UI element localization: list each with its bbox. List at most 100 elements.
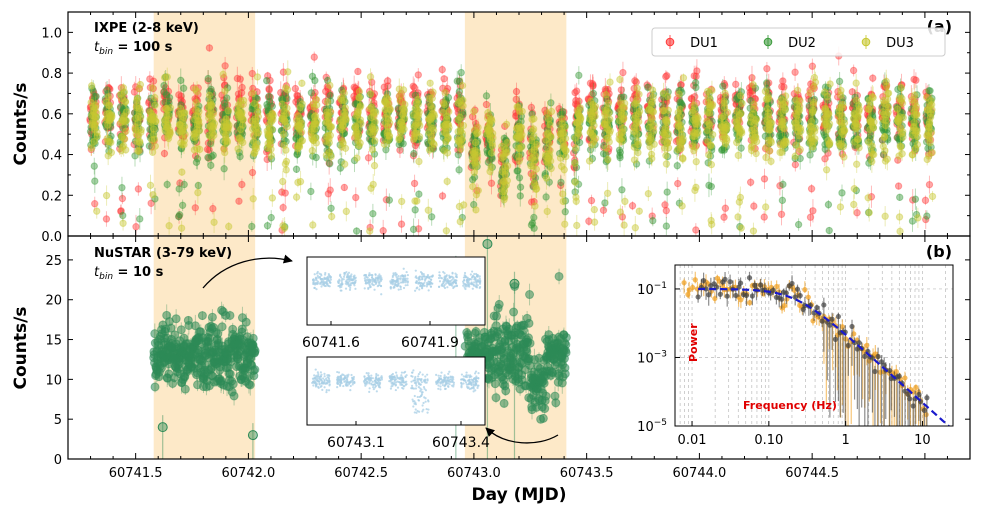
ixpe-point-du1 <box>207 87 215 96</box>
ixpe-point-du1 <box>105 118 114 127</box>
ixpe-point-du1 <box>88 130 96 139</box>
ixpe-point-du1 <box>104 111 112 119</box>
ixpe-point-du1 <box>206 103 214 112</box>
ixpe-point-du1 <box>340 183 349 192</box>
ixpe-point-du1 <box>192 111 200 120</box>
ixpe-point-du1 <box>628 202 637 210</box>
ixpe-point-du1 <box>220 74 228 82</box>
ixpe-point-du1 <box>149 77 158 85</box>
ixpe-point-du1 <box>179 115 188 123</box>
ixpe-point-du1 <box>779 77 787 85</box>
ixpe-point-du1 <box>120 135 128 143</box>
ixpe-point-du2 <box>91 177 99 185</box>
ixpe-point-du1 <box>248 168 257 177</box>
ixpe-point-du1 <box>92 102 100 110</box>
ixpe-point-du1 <box>119 108 128 116</box>
ixpe-point-du1 <box>179 124 187 133</box>
ixpe-point-du1 <box>379 227 387 235</box>
ixpe-point-du1 <box>219 111 227 120</box>
ixpe-point-du1 <box>119 107 127 116</box>
ixpe-point-du1 <box>92 98 100 106</box>
ixpe-point-du1 <box>119 107 127 115</box>
ixpe-point-du1 <box>134 115 143 123</box>
ixpe-point-du1 <box>149 106 157 115</box>
ixpe-point-du1 <box>191 95 199 103</box>
ixpe-point-du1 <box>102 87 110 96</box>
ixpe-point-du2 <box>547 99 555 107</box>
ixpe-point-du1 <box>238 83 246 92</box>
ixpe-point-du1 <box>106 92 114 100</box>
ixpe-point-du2 <box>794 220 803 229</box>
ixpe-point-du1 <box>791 68 799 76</box>
ixpe-point-du1 <box>89 99 97 107</box>
ixpe-point-du2 <box>263 221 272 230</box>
ixpe-point-du1 <box>117 207 125 215</box>
ixpe-point-du1 <box>180 132 188 140</box>
ixpe-point-du1 <box>188 109 197 117</box>
ixpe-point-du1 <box>438 65 446 74</box>
ixpe-point-du1 <box>116 120 124 128</box>
ixpe-point-du1 <box>135 84 144 93</box>
ixpe-point-du1 <box>209 108 217 116</box>
ixpe-point-du2 <box>410 149 418 158</box>
ixpe-point-du1 <box>207 137 215 146</box>
ixpe-point-du1 <box>205 44 214 52</box>
ixpe-point-du1 <box>118 194 127 203</box>
ixpe-point-du1 <box>103 96 111 104</box>
ixpe-point-du1 <box>89 88 98 97</box>
ixpe-point-du1 <box>189 107 197 115</box>
ixpe-point-du2 <box>327 204 335 212</box>
ixpe-point-du1 <box>207 123 215 132</box>
ixpe-point-du1 <box>189 116 197 124</box>
ixpe-point-du1 <box>132 223 140 231</box>
ixpe-point-du1 <box>101 109 110 117</box>
ixpe-point-du1 <box>165 96 173 105</box>
ixpe-point-du1 <box>204 110 213 119</box>
ixpe-point-du2 <box>649 216 657 225</box>
ixpe-point-du2 <box>482 92 491 100</box>
ixpe-point-du1 <box>177 92 185 100</box>
panel-a: 0.00.20.40.60.81.0 Counts/s IXPE (2-8 ke… <box>11 11 971 245</box>
ixpe-point-du2 <box>515 174 524 182</box>
ixpe-point-du1 <box>136 146 144 155</box>
ixpe-point-du1 <box>921 196 930 205</box>
ixpe-point-du1 <box>150 96 159 105</box>
shaded-intervals-a <box>153 12 567 236</box>
ixpe-point-du1 <box>179 133 188 141</box>
ixpe-point-du2 <box>118 183 126 192</box>
ixpe-point-du2 <box>620 93 628 101</box>
ixpe-point-du1 <box>164 116 172 124</box>
ixpe-point-du2 <box>90 162 98 170</box>
ixpe-point-du1 <box>103 120 112 128</box>
ixpe-point-du1 <box>130 140 138 149</box>
ixpe-point-du1 <box>147 101 156 109</box>
ixpe-point-du1 <box>780 83 788 91</box>
ixpe-point-du2 <box>707 182 716 191</box>
shaded-interval <box>153 12 256 236</box>
ixpe-point-du1 <box>87 145 95 154</box>
ixpe-point-du2 <box>180 180 188 189</box>
ixpe-point-du1 <box>853 209 861 217</box>
ixpe-point-du2 <box>92 92 100 101</box>
ixpe-point-du1 <box>238 180 246 189</box>
ixpe-point-du1 <box>191 204 200 212</box>
ixpe-point-du1 <box>120 93 128 101</box>
ixpe-point-du2 <box>312 153 320 162</box>
ixpe-point-du1 <box>146 75 154 83</box>
ixpe-point-du1 <box>134 108 142 116</box>
ixpe-point-du1 <box>146 108 154 116</box>
ixpe-point-du1 <box>164 87 173 96</box>
ixpe-point-du1 <box>487 179 496 187</box>
ixpe-point-du1 <box>90 115 98 123</box>
ixpe-point-du2 <box>209 151 217 160</box>
ixpe-point-du1 <box>130 88 139 96</box>
ixpe-point-du1 <box>807 185 816 193</box>
ixpe-point-du1 <box>106 85 114 93</box>
ixpe-point-du1 <box>663 71 671 80</box>
ixpe-point-du1 <box>194 84 202 92</box>
ixpe-point-du1 <box>291 84 300 93</box>
ixpe-point-du1 <box>101 97 109 105</box>
ixpe-point-du1 <box>162 103 171 111</box>
ixpe-point-du1 <box>219 104 227 112</box>
